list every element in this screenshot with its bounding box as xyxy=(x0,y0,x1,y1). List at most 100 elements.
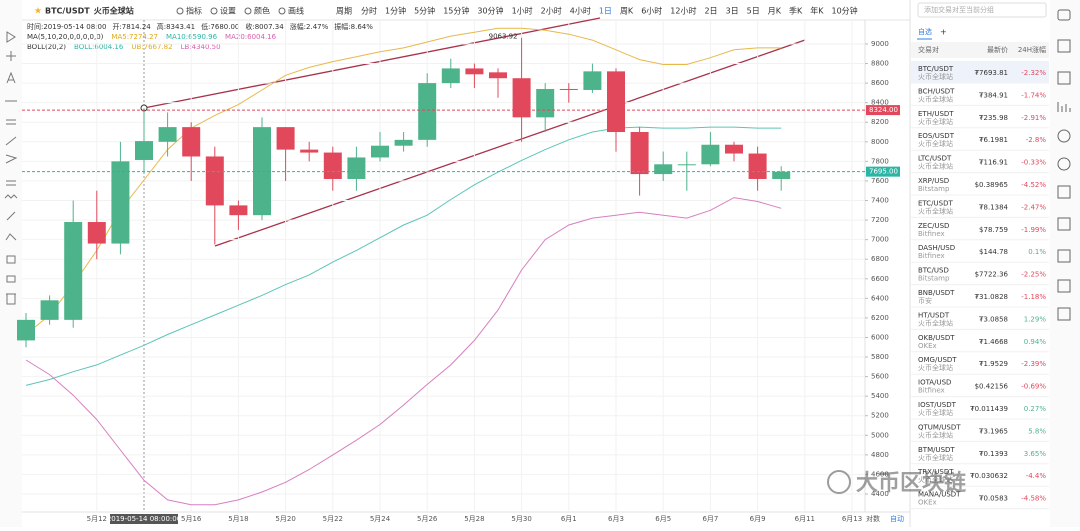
pair: ETH/USDT xyxy=(918,110,954,118)
x-tick-label: 6月3 xyxy=(608,515,624,523)
candle-body xyxy=(489,72,507,79)
pair: IOST/USDT xyxy=(918,401,957,409)
trend-line xyxy=(214,39,806,247)
period-button[interactable]: 1分钟 xyxy=(385,6,406,16)
price: $78.759 xyxy=(979,226,1008,234)
toolbar-button[interactable]: 设置 xyxy=(220,6,236,16)
x-tick-label: 5月18 xyxy=(228,515,248,523)
candle-body xyxy=(276,127,295,150)
tab-add[interactable]: + xyxy=(940,28,947,37)
axis-button[interactable]: 对数 xyxy=(866,514,880,523)
y-tick-label: 6400 xyxy=(871,294,889,302)
x-tick-label: 5月30 xyxy=(511,515,531,523)
search-placeholder: 添加交易对至当前分组 xyxy=(924,5,994,14)
candle-body xyxy=(205,156,224,206)
price: ₮235.98 xyxy=(979,114,1008,122)
y-tick-label: 4800 xyxy=(871,451,889,459)
ohlc-info: 涨幅:2.47% xyxy=(290,22,329,31)
period-button[interactable]: 10分钟 xyxy=(832,6,858,16)
x-tick-label: 5月28 xyxy=(464,515,484,523)
axis-button[interactable]: 自动 xyxy=(890,514,904,523)
period-button[interactable]: 月K xyxy=(768,7,782,16)
x-tick-label: 6月11 xyxy=(795,515,815,523)
indicator-line xyxy=(25,27,782,335)
change: -0.33% xyxy=(1021,159,1046,167)
right-icons[interactable] xyxy=(1057,9,1071,321)
candle-body xyxy=(654,164,673,175)
y-tick-label: 5600 xyxy=(871,373,889,381)
tab[interactable]: 自选 xyxy=(918,27,932,36)
period-label: 周期 xyxy=(336,7,352,16)
y-tick-label: 8600 xyxy=(871,79,889,87)
x-tick-label: 6月13 xyxy=(842,515,862,523)
price: $0.42156 xyxy=(975,383,1009,391)
ma-info: MA5:7274.27 xyxy=(111,33,158,41)
period-button[interactable]: 季K xyxy=(789,6,803,16)
period-button[interactable]: 2日 xyxy=(704,7,717,16)
period-button[interactable]: 5分钟 xyxy=(414,6,435,16)
high-annotation: 9063.92 xyxy=(489,33,518,41)
y-tick-label: 8800 xyxy=(871,60,889,68)
ma-info: MA20:6004.16 xyxy=(225,33,277,41)
period-button[interactable]: 6小时 xyxy=(641,6,662,16)
right-iconbar xyxy=(1050,0,1080,527)
exchange: 火币全球站 xyxy=(918,94,953,103)
candle-body xyxy=(512,78,531,118)
candle-body xyxy=(583,71,602,90)
change: -0.69% xyxy=(1021,383,1046,391)
header-bg xyxy=(911,42,1049,58)
trend-line xyxy=(143,17,601,109)
x-tick-label: 5月22 xyxy=(323,515,343,523)
period-button[interactable]: 5日 xyxy=(747,7,760,16)
price: ₮0.011439 xyxy=(970,405,1008,413)
pair: TRX/USDT xyxy=(917,468,954,476)
indicator-line xyxy=(25,197,782,506)
candle-body xyxy=(17,319,35,341)
period-button[interactable]: 4小时 xyxy=(570,6,591,16)
y-tick-label: 7400 xyxy=(871,197,889,205)
boll-info: BOLL(20,2) xyxy=(27,43,66,51)
period-button[interactable]: 分时 xyxy=(361,6,377,16)
toolbar-button[interactable]: 画线 xyxy=(288,6,304,16)
change: -2.39% xyxy=(1021,360,1046,368)
price-tag-label: 8324.00 xyxy=(869,106,898,114)
candle-body xyxy=(677,164,696,166)
y-tick-label: 5400 xyxy=(871,392,889,400)
star-icon: ★ xyxy=(34,7,42,17)
change: 0.1% xyxy=(1028,248,1046,256)
period-button[interactable]: 30分钟 xyxy=(477,6,503,16)
change: -2.25% xyxy=(1021,271,1046,279)
column-header: 24H涨幅 xyxy=(1018,45,1046,54)
y-tick-label: 8200 xyxy=(871,118,889,126)
period-button[interactable]: 年K xyxy=(810,6,824,16)
change: -2.47% xyxy=(1021,203,1046,211)
price: ₮0.1393 xyxy=(979,450,1008,458)
change: 1.29% xyxy=(1024,315,1047,323)
price: ₮6.1981 xyxy=(979,136,1008,144)
price-tag xyxy=(866,105,900,116)
period-button[interactable]: 1日 xyxy=(599,7,612,16)
period-button[interactable]: 12小时 xyxy=(670,6,696,16)
toolbar-button[interactable]: 颜色 xyxy=(254,6,270,16)
pair: BCH/USDT xyxy=(918,87,955,95)
pair: EOS/USDT xyxy=(918,132,955,140)
candle-body xyxy=(111,161,130,244)
period-button[interactable]: 15分钟 xyxy=(443,6,469,16)
boll-info: UB:7667.82 xyxy=(131,43,172,51)
ohlc-info: 高:8343.41 xyxy=(157,22,195,31)
period-button[interactable]: 周K xyxy=(620,7,634,16)
row-selected xyxy=(911,61,1049,83)
pair: MANA/USDT xyxy=(918,491,961,499)
period-button[interactable]: 3日 xyxy=(726,7,739,16)
x-tick-label: 6月7 xyxy=(702,515,718,523)
price-tag-label: 7695.00 xyxy=(869,168,898,176)
price: ₮1.9529 xyxy=(979,360,1008,368)
candle-body xyxy=(229,205,248,216)
candle-body xyxy=(441,68,460,84)
period-button[interactable]: 1小时 xyxy=(512,6,533,16)
period-button[interactable]: 2小时 xyxy=(541,6,562,16)
pair: BTM/USDT xyxy=(918,446,955,454)
toolbar-button[interactable]: 指标 xyxy=(186,6,202,16)
button-icon xyxy=(210,7,218,15)
search-box[interactable] xyxy=(917,2,1047,18)
